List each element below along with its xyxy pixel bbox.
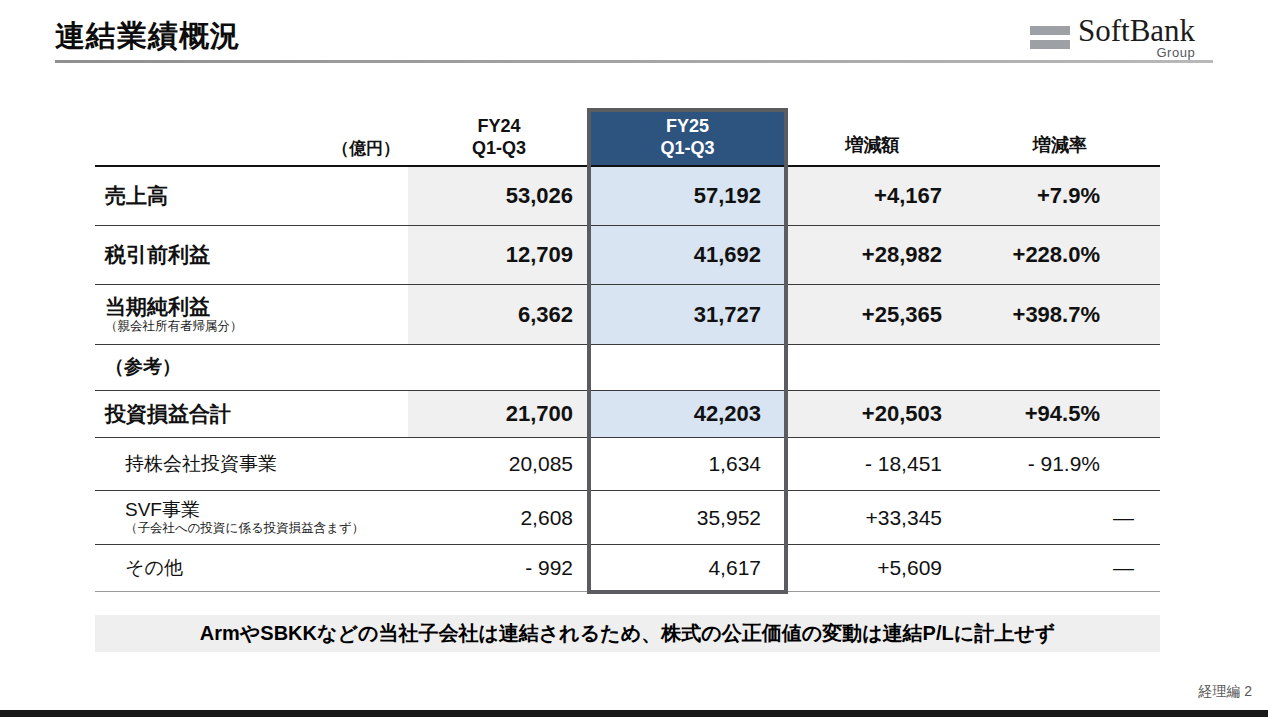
- col-header-delta: 増減額: [785, 110, 960, 165]
- results-table: （億円） FY24 Q1-Q3 FY25 Q1-Q3 増減額 増減率 売上高 5…: [95, 110, 1160, 592]
- cell-delta: +5,609: [785, 545, 960, 591]
- cell-delta: +25,365: [785, 285, 960, 344]
- cell-fy25: 1,634: [590, 438, 785, 490]
- logo-group-label: Group: [1156, 45, 1195, 60]
- cell-fy25: [590, 345, 785, 390]
- row-label: 税引前利益: [105, 243, 210, 266]
- cell-rate: +7.9%: [960, 167, 1160, 225]
- cell-fy24: 53,026: [408, 167, 590, 225]
- cell-fy25: 4,617: [590, 545, 785, 591]
- cell-fy24: 20,085: [408, 438, 590, 490]
- title-underline: [55, 60, 1213, 63]
- cell-rate: [960, 345, 1160, 390]
- table-row-holdco-investment: 持株会社投資事業 20,085 1,634 - 18,451 - 91.9%: [95, 438, 1160, 491]
- softbank-logo: SoftBank Group: [1030, 14, 1202, 60]
- cell-fy24: 21,700: [408, 391, 590, 437]
- logo-name: SoftBank: [1078, 14, 1195, 48]
- table-row-reference: （参考）: [95, 345, 1160, 391]
- table-row-other: その他 - 992 4,617 +5,609 —: [95, 545, 1160, 592]
- slide: 連結業績概況 SoftBank Group （億円） FY24 Q1-Q3 FY…: [0, 0, 1268, 720]
- row-label: SVF事業: [125, 499, 200, 521]
- cell-fy24: 6,362: [408, 285, 590, 344]
- row-label: 持株会社投資事業: [125, 453, 277, 475]
- cell-rate: - 91.9%: [960, 438, 1160, 490]
- page-title: 連結業績概況: [55, 16, 241, 57]
- cell-fy24: - 992: [408, 545, 590, 591]
- table-row-pretax-income: 税引前利益 12,709 41,692 +28,982 +228.0%: [95, 226, 1160, 285]
- page-footer-label: 経理編 2: [1198, 683, 1252, 701]
- cell-delta: [785, 345, 960, 390]
- row-label: 当期純利益: [105, 295, 210, 318]
- table-row-investment-gain-total: 投資損益合計 21,700 42,203 +20,503 +94.5%: [95, 391, 1160, 438]
- cell-fy25: 57,192: [590, 167, 785, 225]
- cell-rate: +94.5%: [960, 391, 1160, 437]
- cell-delta: +28,982: [785, 226, 960, 284]
- table-header-row: （億円） FY24 Q1-Q3 FY25 Q1-Q3 増減額 増減率: [95, 110, 1160, 167]
- table-row-net-income: 当期純利益 （親会社所有者帰属分） 6,362 31,727 +25,365 +…: [95, 285, 1160, 345]
- cell-delta: - 18,451: [785, 438, 960, 490]
- col-header-fy25: FY25 Q1-Q3: [590, 110, 785, 165]
- cell-fy25: 41,692: [590, 226, 785, 284]
- col-header-rate: 増減率: [960, 110, 1160, 165]
- bottom-bar: [0, 710, 1268, 717]
- row-sublabel: （子会社への投資に係る投資損益含まず）: [125, 521, 364, 536]
- cell-fy24: 12,709: [408, 226, 590, 284]
- cell-delta: +33,345: [785, 491, 960, 544]
- cell-rate: —: [960, 545, 1160, 591]
- cell-rate: —: [960, 491, 1160, 544]
- cell-rate: +228.0%: [960, 226, 1160, 284]
- row-sublabel: （親会社所有者帰属分）: [105, 319, 243, 334]
- row-label: 売上高: [105, 184, 168, 207]
- cell-fy25: 42,203: [590, 391, 785, 437]
- footnote-bar: ArmやSBKKなどの当社子会社は連結されるため、株式の公正価値の変動は連結P/…: [95, 615, 1160, 652]
- row-label: （参考）: [105, 357, 181, 378]
- cell-delta: +20,503: [785, 391, 960, 437]
- table-row-revenue: 売上高 53,026 57,192 +4,167 +7.9%: [95, 167, 1160, 226]
- cell-fy24: 2,608: [408, 491, 590, 544]
- col-header-fy24: FY24 Q1-Q3: [408, 110, 590, 165]
- row-label: その他: [125, 557, 183, 579]
- cell-rate: +398.7%: [960, 285, 1160, 344]
- cell-delta: +4,167: [785, 167, 960, 225]
- table-row-svf-segment: SVF事業 （子会社への投資に係る投資損益含まず） 2,608 35,952 +…: [95, 491, 1160, 545]
- unit-label: （億円）: [95, 110, 408, 165]
- cell-fy24: [408, 345, 590, 390]
- row-label: 投資損益合計: [105, 402, 231, 425]
- cell-fy25: 35,952: [590, 491, 785, 544]
- cell-fy25: 31,727: [590, 285, 785, 344]
- softbank-bars-icon: [1030, 26, 1070, 54]
